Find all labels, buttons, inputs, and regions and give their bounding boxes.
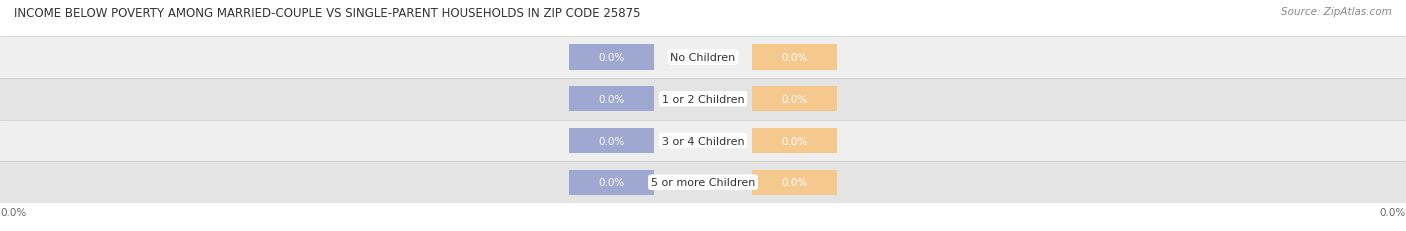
Bar (752, 87, 837, 112)
Text: 0.0%: 0.0% (782, 136, 807, 146)
Bar (752, 170, 837, 195)
Bar (752, 128, 837, 153)
Text: 1 or 2 Children: 1 or 2 Children (662, 94, 744, 104)
Text: 0.0%: 0.0% (782, 53, 807, 63)
Bar (569, 45, 654, 70)
Text: 0.0%: 0.0% (599, 94, 624, 104)
Bar (569, 170, 654, 195)
Text: 0.0%: 0.0% (599, 53, 624, 63)
Text: 0.0%: 0.0% (599, 177, 624, 188)
Bar (0, 79, 1406, 120)
Text: 0.0%: 0.0% (782, 94, 807, 104)
Text: 5 or more Children: 5 or more Children (651, 177, 755, 188)
Text: 0.0%: 0.0% (1379, 207, 1406, 218)
Bar (0, 120, 1406, 162)
Bar (752, 45, 837, 70)
Bar (0, 162, 1406, 203)
Text: 0.0%: 0.0% (782, 177, 807, 188)
Text: INCOME BELOW POVERTY AMONG MARRIED-COUPLE VS SINGLE-PARENT HOUSEHOLDS IN ZIP COD: INCOME BELOW POVERTY AMONG MARRIED-COUPL… (14, 7, 641, 20)
Bar (569, 128, 654, 153)
Text: Source: ZipAtlas.com: Source: ZipAtlas.com (1281, 7, 1392, 17)
Text: 3 or 4 Children: 3 or 4 Children (662, 136, 744, 146)
Text: 0.0%: 0.0% (0, 207, 27, 218)
Text: 0.0%: 0.0% (599, 136, 624, 146)
Bar (569, 87, 654, 112)
Text: No Children: No Children (671, 53, 735, 63)
Bar (0, 37, 1406, 79)
